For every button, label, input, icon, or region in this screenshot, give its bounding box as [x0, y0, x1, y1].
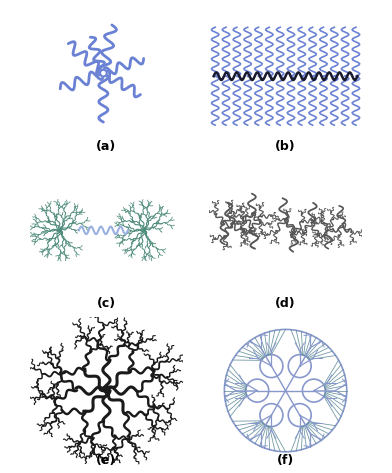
Text: (b): (b) — [275, 140, 296, 153]
Text: (c): (c) — [97, 297, 116, 310]
Text: (d): (d) — [275, 297, 296, 310]
Text: (f): (f) — [277, 455, 294, 467]
Circle shape — [100, 70, 107, 77]
Text: (e): (e) — [96, 455, 116, 467]
Text: (a): (a) — [96, 140, 116, 153]
